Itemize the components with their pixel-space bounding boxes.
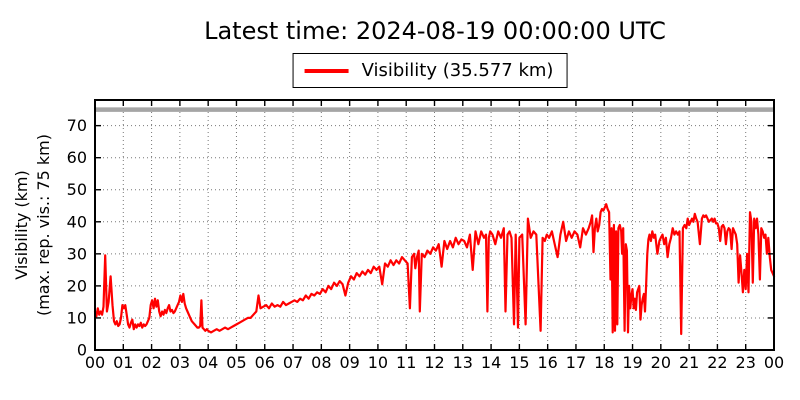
chart-layers: 00 01 02 03 04 05 06 07 08 09 10 11 12 13 14 15 16 17 18 19… <box>67 99 784 372</box>
y-tick-label: 20 <box>67 276 87 295</box>
chart-title: Latest time: 2024-08-19 00:00:00 UTC <box>204 17 666 45</box>
x-tick-label: 14 <box>481 353 501 372</box>
x-tick-label: 03 <box>170 353 190 372</box>
x-tick-label: 09 <box>339 353 359 372</box>
x-tick-label: 19 <box>622 353 642 372</box>
legend-label: Visibility (35.577 km) <box>361 60 554 81</box>
visibility-series-line <box>93 203 776 336</box>
x-tick-label: 02 <box>141 353 161 372</box>
x-tick-label: 20 <box>651 353 671 372</box>
x-tick-label: 22 <box>707 353 727 372</box>
y-tick-label: 70 <box>67 116 87 135</box>
x-tick-label: 11 <box>396 353 416 372</box>
x-tick-label: 06 <box>255 353 275 372</box>
legend-line-sample <box>304 68 349 73</box>
x-tick-label: 00 <box>85 353 105 372</box>
x-tick-label: 12 <box>424 353 444 372</box>
x-tick-label: 16 <box>537 353 557 372</box>
y-tick-label: 10 <box>67 308 87 327</box>
y-tick-label: 30 <box>67 244 87 263</box>
x-tick-label: 18 <box>594 353 614 372</box>
legend: Visibility (35.577 km) <box>292 53 568 88</box>
x-tick-label: 15 <box>509 353 529 372</box>
y-axis-label-line2: (max. rep. vis.: 75 km) <box>34 134 53 316</box>
x-tick-label: 23 <box>736 353 756 372</box>
x-tick-label: 13 <box>453 353 473 372</box>
x-tick-label: 17 <box>566 353 586 372</box>
y-tick-label: 50 <box>67 180 87 199</box>
x-tick-label: 05 <box>226 353 246 372</box>
y-tick-label: 0 <box>77 341 87 360</box>
x-tick-label: 01 <box>113 353 133 372</box>
x-tick-label: 07 <box>283 353 303 372</box>
x-tick-label: 10 <box>368 353 388 372</box>
x-tick-label: 00 <box>764 353 784 372</box>
x-tick-label: 08 <box>311 353 331 372</box>
y-tick-label: 40 <box>67 212 87 231</box>
y-axis-label-line1: Visibility (km) <box>12 170 31 279</box>
y-tick-label: 60 <box>67 148 87 167</box>
x-tick-label: 04 <box>198 353 218 372</box>
x-tick-label: 21 <box>679 353 699 372</box>
